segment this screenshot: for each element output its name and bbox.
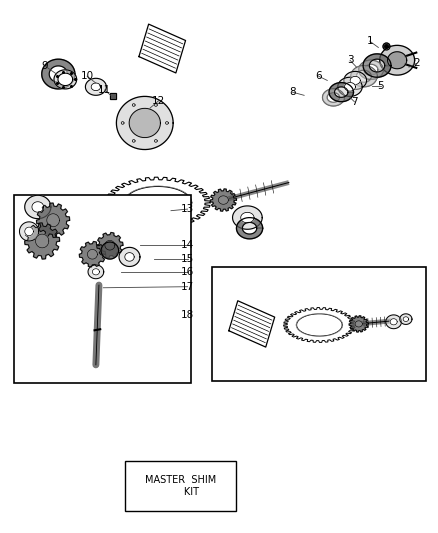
Polygon shape xyxy=(129,108,160,138)
Polygon shape xyxy=(91,83,101,91)
Text: 9: 9 xyxy=(41,61,48,70)
Polygon shape xyxy=(350,76,360,85)
Polygon shape xyxy=(400,314,412,325)
Text: 14: 14 xyxy=(181,240,194,250)
Text: 18: 18 xyxy=(181,310,194,320)
Text: 6: 6 xyxy=(315,71,322,81)
Polygon shape xyxy=(92,269,99,275)
Text: 12: 12 xyxy=(152,95,166,106)
Polygon shape xyxy=(388,52,407,69)
Polygon shape xyxy=(36,203,70,237)
Polygon shape xyxy=(125,253,134,261)
Polygon shape xyxy=(117,96,173,150)
Polygon shape xyxy=(88,265,104,279)
Polygon shape xyxy=(351,66,377,87)
Polygon shape xyxy=(241,212,254,223)
Polygon shape xyxy=(101,242,119,259)
Polygon shape xyxy=(349,316,368,332)
Polygon shape xyxy=(32,201,44,212)
Polygon shape xyxy=(25,223,60,259)
Polygon shape xyxy=(47,214,60,227)
Polygon shape xyxy=(344,83,356,91)
Polygon shape xyxy=(88,249,97,259)
Polygon shape xyxy=(105,240,115,250)
Polygon shape xyxy=(329,83,353,102)
Text: 8: 8 xyxy=(289,87,296,97)
Polygon shape xyxy=(125,187,191,219)
Polygon shape xyxy=(359,60,383,79)
Text: MASTER  SHIM
       KIT: MASTER SHIM KIT xyxy=(145,475,216,497)
Polygon shape xyxy=(237,217,263,239)
Polygon shape xyxy=(58,73,73,86)
Polygon shape xyxy=(97,232,123,258)
Text: 13: 13 xyxy=(181,204,194,214)
Polygon shape xyxy=(25,195,51,219)
Bar xyxy=(14,195,191,383)
Text: 10: 10 xyxy=(81,71,94,81)
Polygon shape xyxy=(386,315,402,329)
Polygon shape xyxy=(42,59,75,89)
Text: 15: 15 xyxy=(181,254,194,263)
Bar xyxy=(212,266,426,381)
Polygon shape xyxy=(35,234,49,248)
Polygon shape xyxy=(19,222,39,241)
Polygon shape xyxy=(85,78,106,95)
Text: 2: 2 xyxy=(413,59,420,68)
Polygon shape xyxy=(390,319,397,325)
Polygon shape xyxy=(380,45,415,75)
Polygon shape xyxy=(344,71,367,90)
Polygon shape xyxy=(25,227,33,236)
Bar xyxy=(125,461,237,511)
Text: 1: 1 xyxy=(366,36,373,46)
Text: 16: 16 xyxy=(181,267,194,277)
Polygon shape xyxy=(210,189,237,211)
Polygon shape xyxy=(219,196,228,204)
Polygon shape xyxy=(54,70,77,89)
Polygon shape xyxy=(355,321,362,327)
Text: 11: 11 xyxy=(98,85,111,95)
Polygon shape xyxy=(297,314,342,336)
Text: 7: 7 xyxy=(351,96,358,107)
Polygon shape xyxy=(233,206,262,229)
Polygon shape xyxy=(403,317,409,321)
Polygon shape xyxy=(338,77,362,96)
Text: 17: 17 xyxy=(181,282,194,292)
Polygon shape xyxy=(79,241,106,267)
Text: 3: 3 xyxy=(346,55,353,65)
Text: 5: 5 xyxy=(377,81,384,91)
Polygon shape xyxy=(119,247,140,266)
Polygon shape xyxy=(322,89,344,106)
Polygon shape xyxy=(363,54,391,77)
